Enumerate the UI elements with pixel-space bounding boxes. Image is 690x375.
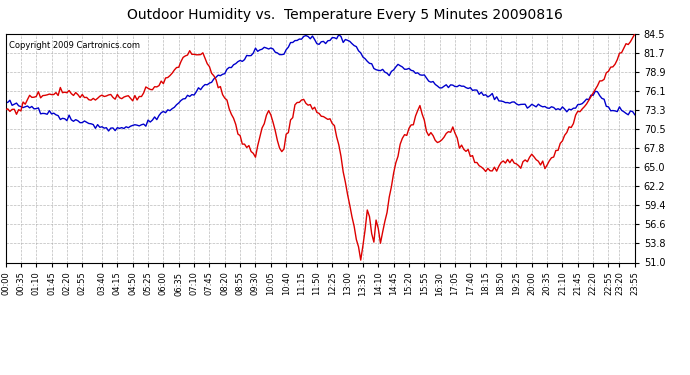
- Text: Outdoor Humidity vs.  Temperature Every 5 Minutes 20090816: Outdoor Humidity vs. Temperature Every 5…: [127, 8, 563, 21]
- Text: Copyright 2009 Cartronics.com: Copyright 2009 Cartronics.com: [9, 40, 139, 50]
